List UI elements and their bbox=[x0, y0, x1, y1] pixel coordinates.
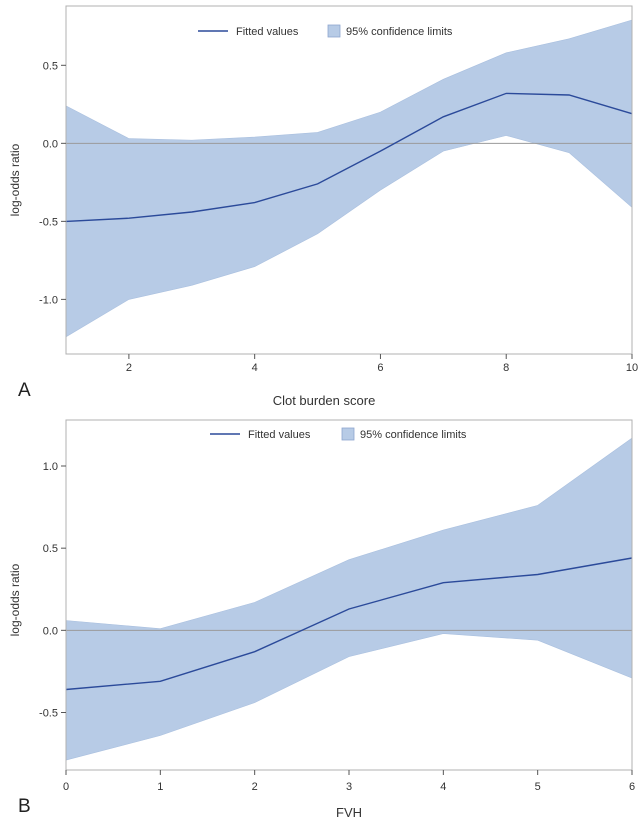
legend-band-swatch bbox=[341, 427, 355, 441]
plot-frame bbox=[65, 5, 633, 355]
legend-band-label: 95% confidence limits bbox=[346, 26, 453, 38]
panel-b: Fitted values 95% confidence limits log-… bbox=[8, 419, 635, 820]
y-tick-label: 1.0 bbox=[43, 461, 58, 473]
x-tick-label: 5 bbox=[535, 781, 541, 793]
y-tick-label: -1.0 bbox=[39, 294, 58, 306]
y-tick-label: -0.5 bbox=[39, 216, 58, 228]
x-tick-label: 2 bbox=[126, 362, 132, 374]
y-tick-label: 0.5 bbox=[43, 60, 58, 72]
x-tick-label: 6 bbox=[377, 362, 383, 374]
x-axis-label: FVH bbox=[336, 805, 362, 820]
legend: Fitted values 95% confidence limits bbox=[198, 24, 453, 38]
y-tick-label: -0.5 bbox=[39, 707, 58, 719]
y-axis-label: log-odds ratio bbox=[8, 563, 22, 636]
panel-label: A bbox=[18, 380, 31, 401]
panel-label: B bbox=[18, 796, 31, 817]
x-tick-label: 6 bbox=[629, 781, 635, 793]
confidence-band bbox=[65, 437, 633, 761]
legend: Fitted values 95% confidence limits bbox=[210, 427, 467, 441]
legend-line-label: Fitted values bbox=[236, 26, 299, 38]
x-tick-label: 4 bbox=[252, 362, 258, 374]
y-tick-label: 0.0 bbox=[43, 138, 58, 150]
x-tick-label: 3 bbox=[346, 781, 352, 793]
x-tick-label: 10 bbox=[626, 362, 638, 374]
x-tick-label: 4 bbox=[440, 781, 446, 793]
y-tick-label: 0.5 bbox=[43, 543, 58, 555]
fitted-values-line bbox=[65, 92, 633, 223]
panel-a: Fitted values 95% confidence limits log-… bbox=[8, 5, 638, 408]
legend-line-label: Fitted values bbox=[248, 429, 311, 441]
legend-band-swatch bbox=[327, 24, 341, 38]
confidence-band bbox=[65, 19, 633, 338]
x-tick-label: 1 bbox=[157, 781, 163, 793]
x-tick-label: 2 bbox=[252, 781, 258, 793]
plot-area bbox=[65, 437, 633, 761]
x-tick-label: 0 bbox=[63, 781, 69, 793]
plot-area bbox=[65, 19, 633, 338]
y-tick-label: 0.0 bbox=[43, 625, 58, 637]
x-axis-label: Clot burden score bbox=[273, 393, 376, 408]
y-axis-label: log-odds ratio bbox=[8, 143, 22, 216]
fitted-values-line bbox=[65, 557, 633, 691]
x-tick-label: 8 bbox=[503, 362, 509, 374]
legend-band-label: 95% confidence limits bbox=[360, 429, 467, 441]
